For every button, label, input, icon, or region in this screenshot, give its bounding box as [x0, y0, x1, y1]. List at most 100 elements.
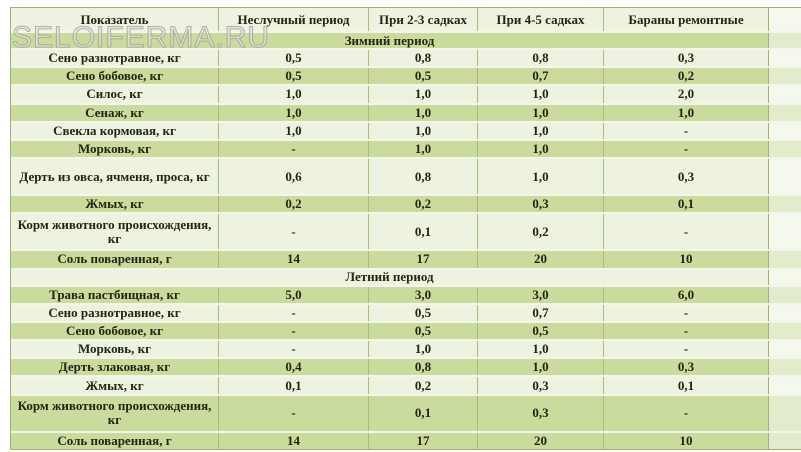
value-cell: 0,1	[604, 196, 769, 213]
section-band: Летний период	[11, 267, 801, 285]
table-row: Дерть из овса, ячменя, проса, кг 0,6 0,8 1,…	[11, 157, 801, 195]
row-label: Морковь, кг	[11, 341, 219, 358]
section-band: Зимний период	[11, 31, 801, 48]
row-label: Корм животного происхождения, кг	[11, 214, 219, 250]
value-cell: 0,5	[219, 68, 369, 85]
value-cell: 1,0	[478, 140, 604, 158]
row-label: Сено бобовое, кг	[11, 68, 219, 85]
row-label: Соль поваренная, г	[11, 432, 219, 449]
table-row: Силос, кг 1,0 1,0 1,0 2,0	[11, 84, 801, 103]
value-cell: 0,7	[478, 304, 604, 321]
table-row: Сено разнотравное, кг 0,5 0,8 0,8 0,3	[11, 48, 801, 67]
table-row: Морковь, кг -1,0 1,0-	[11, 138, 801, 158]
table-row: Соль поваренная, г 14 17 20 10	[11, 430, 801, 449]
value-cell: 0,1	[604, 377, 769, 394]
value-cell: 1,0	[369, 140, 478, 158]
cut-cell	[769, 432, 801, 449]
cut-cell	[769, 304, 801, 321]
row-label: Дерть из овса, ячменя, проса, кг	[11, 159, 219, 195]
cut-cell	[769, 104, 801, 121]
row-label: Корм животного происхождения, кг	[11, 395, 219, 431]
row-label: Морковь, кг	[11, 140, 219, 158]
value-cell: 20	[478, 432, 604, 449]
cut-cell	[769, 269, 801, 285]
value-cell: 1,0	[604, 104, 769, 121]
value-cell: -	[219, 395, 369, 431]
cut-cell	[769, 341, 801, 358]
header-cell: При 4-5 садках	[478, 8, 604, 31]
value-cell: -	[604, 304, 769, 321]
feeding-table: Показатель Неслучный период При 2-3 садках…	[10, 7, 801, 450]
value-cell: 1,0	[478, 341, 604, 358]
value-cell: -	[604, 214, 769, 250]
value-cell: 1,0	[219, 86, 369, 103]
cut-cell	[769, 8, 801, 31]
header-cell: Бараны ремонтные	[604, 8, 769, 31]
table-row: Жмых, кг 0,1 0,2 0,3 0,1	[11, 375, 801, 394]
cut-cell	[769, 122, 801, 139]
value-cell: 1,0	[369, 86, 478, 103]
table-row: Свекла кормовая, кг 1,0 1,0 1,0-	[11, 120, 801, 139]
header-cell-indicator: Показатель	[11, 8, 219, 31]
value-cell: 1,0	[478, 359, 604, 376]
value-cell: 5,0	[219, 286, 369, 303]
value-cell: 1,0	[478, 122, 604, 139]
table-row: Корм животного происхождения, кг -0,1 0,3-	[11, 393, 801, 431]
value-cell: -	[219, 214, 369, 250]
value-cell: 0,1	[219, 377, 369, 394]
value-cell: 0,8	[369, 50, 478, 67]
value-cell: 0,5	[369, 68, 478, 85]
value-cell: 1,0	[369, 104, 478, 121]
cut-cell	[769, 322, 801, 340]
cut-cell	[769, 395, 801, 431]
table-row: Сено разнотравное, кг -0,5 0,7-	[11, 302, 801, 321]
value-cell: 0,6	[219, 159, 369, 195]
row-label: Сено разнотравное, кг	[11, 50, 219, 67]
value-cell: 0,8	[369, 159, 478, 195]
value-cell: 1,0	[369, 122, 478, 139]
value-cell: 17	[369, 251, 478, 268]
value-cell: 14	[219, 251, 369, 268]
value-cell: -	[604, 322, 769, 340]
cut-cell	[769, 286, 801, 303]
value-cell: 0,2	[604, 68, 769, 85]
value-cell: 0,5	[219, 50, 369, 67]
row-label: Силос, кг	[11, 86, 219, 103]
value-cell: 0,3	[478, 377, 604, 394]
cut-cell	[769, 68, 801, 85]
cut-cell	[769, 140, 801, 158]
value-cell: 0,1	[369, 214, 478, 250]
row-label: Дерть злаковая, кг	[11, 359, 219, 376]
value-cell: -	[219, 322, 369, 340]
cut-cell	[769, 159, 801, 195]
value-cell: 0,4	[219, 359, 369, 376]
value-cell: 20	[478, 251, 604, 268]
table-row: Жмых, кг 0,2 0,2 0,3 0,1	[11, 194, 801, 213]
table-header-row: Показатель Неслучный период При 2-3 садках…	[11, 8, 801, 31]
table-row: Трава пастбищная, кг 5,0 3,0 3,0 6,0	[11, 284, 801, 303]
header-cell: При 2-3 садках	[369, 8, 478, 31]
value-cell: 0,8	[369, 359, 478, 376]
value-cell: 0,1	[369, 395, 478, 431]
value-cell: 0,2	[219, 196, 369, 213]
value-cell: 0,2	[478, 214, 604, 250]
cut-cell	[769, 33, 801, 48]
value-cell: 0,2	[369, 196, 478, 213]
row-label: Сено бобовое, кг	[11, 322, 219, 340]
table-row: Соль поваренная, г 14 17 20 10	[11, 249, 801, 268]
value-cell: 14	[219, 432, 369, 449]
value-cell: -	[604, 341, 769, 358]
value-cell: 10	[604, 432, 769, 449]
value-cell: 6,0	[604, 286, 769, 303]
value-cell: 0,3	[604, 359, 769, 376]
row-label: Свекла кормовая, кг	[11, 122, 219, 139]
cut-cell	[769, 251, 801, 268]
value-cell: 10	[604, 251, 769, 268]
value-cell: 0,5	[369, 304, 478, 321]
value-cell: 1,0	[478, 159, 604, 195]
table-row: Сено бобовое, кг -0,5 0,5-	[11, 320, 801, 340]
table-row: Корм животного происхождения, кг -0,1 0,2-	[11, 212, 801, 250]
value-cell: 0,5	[369, 322, 478, 340]
value-cell: 0,2	[369, 377, 478, 394]
